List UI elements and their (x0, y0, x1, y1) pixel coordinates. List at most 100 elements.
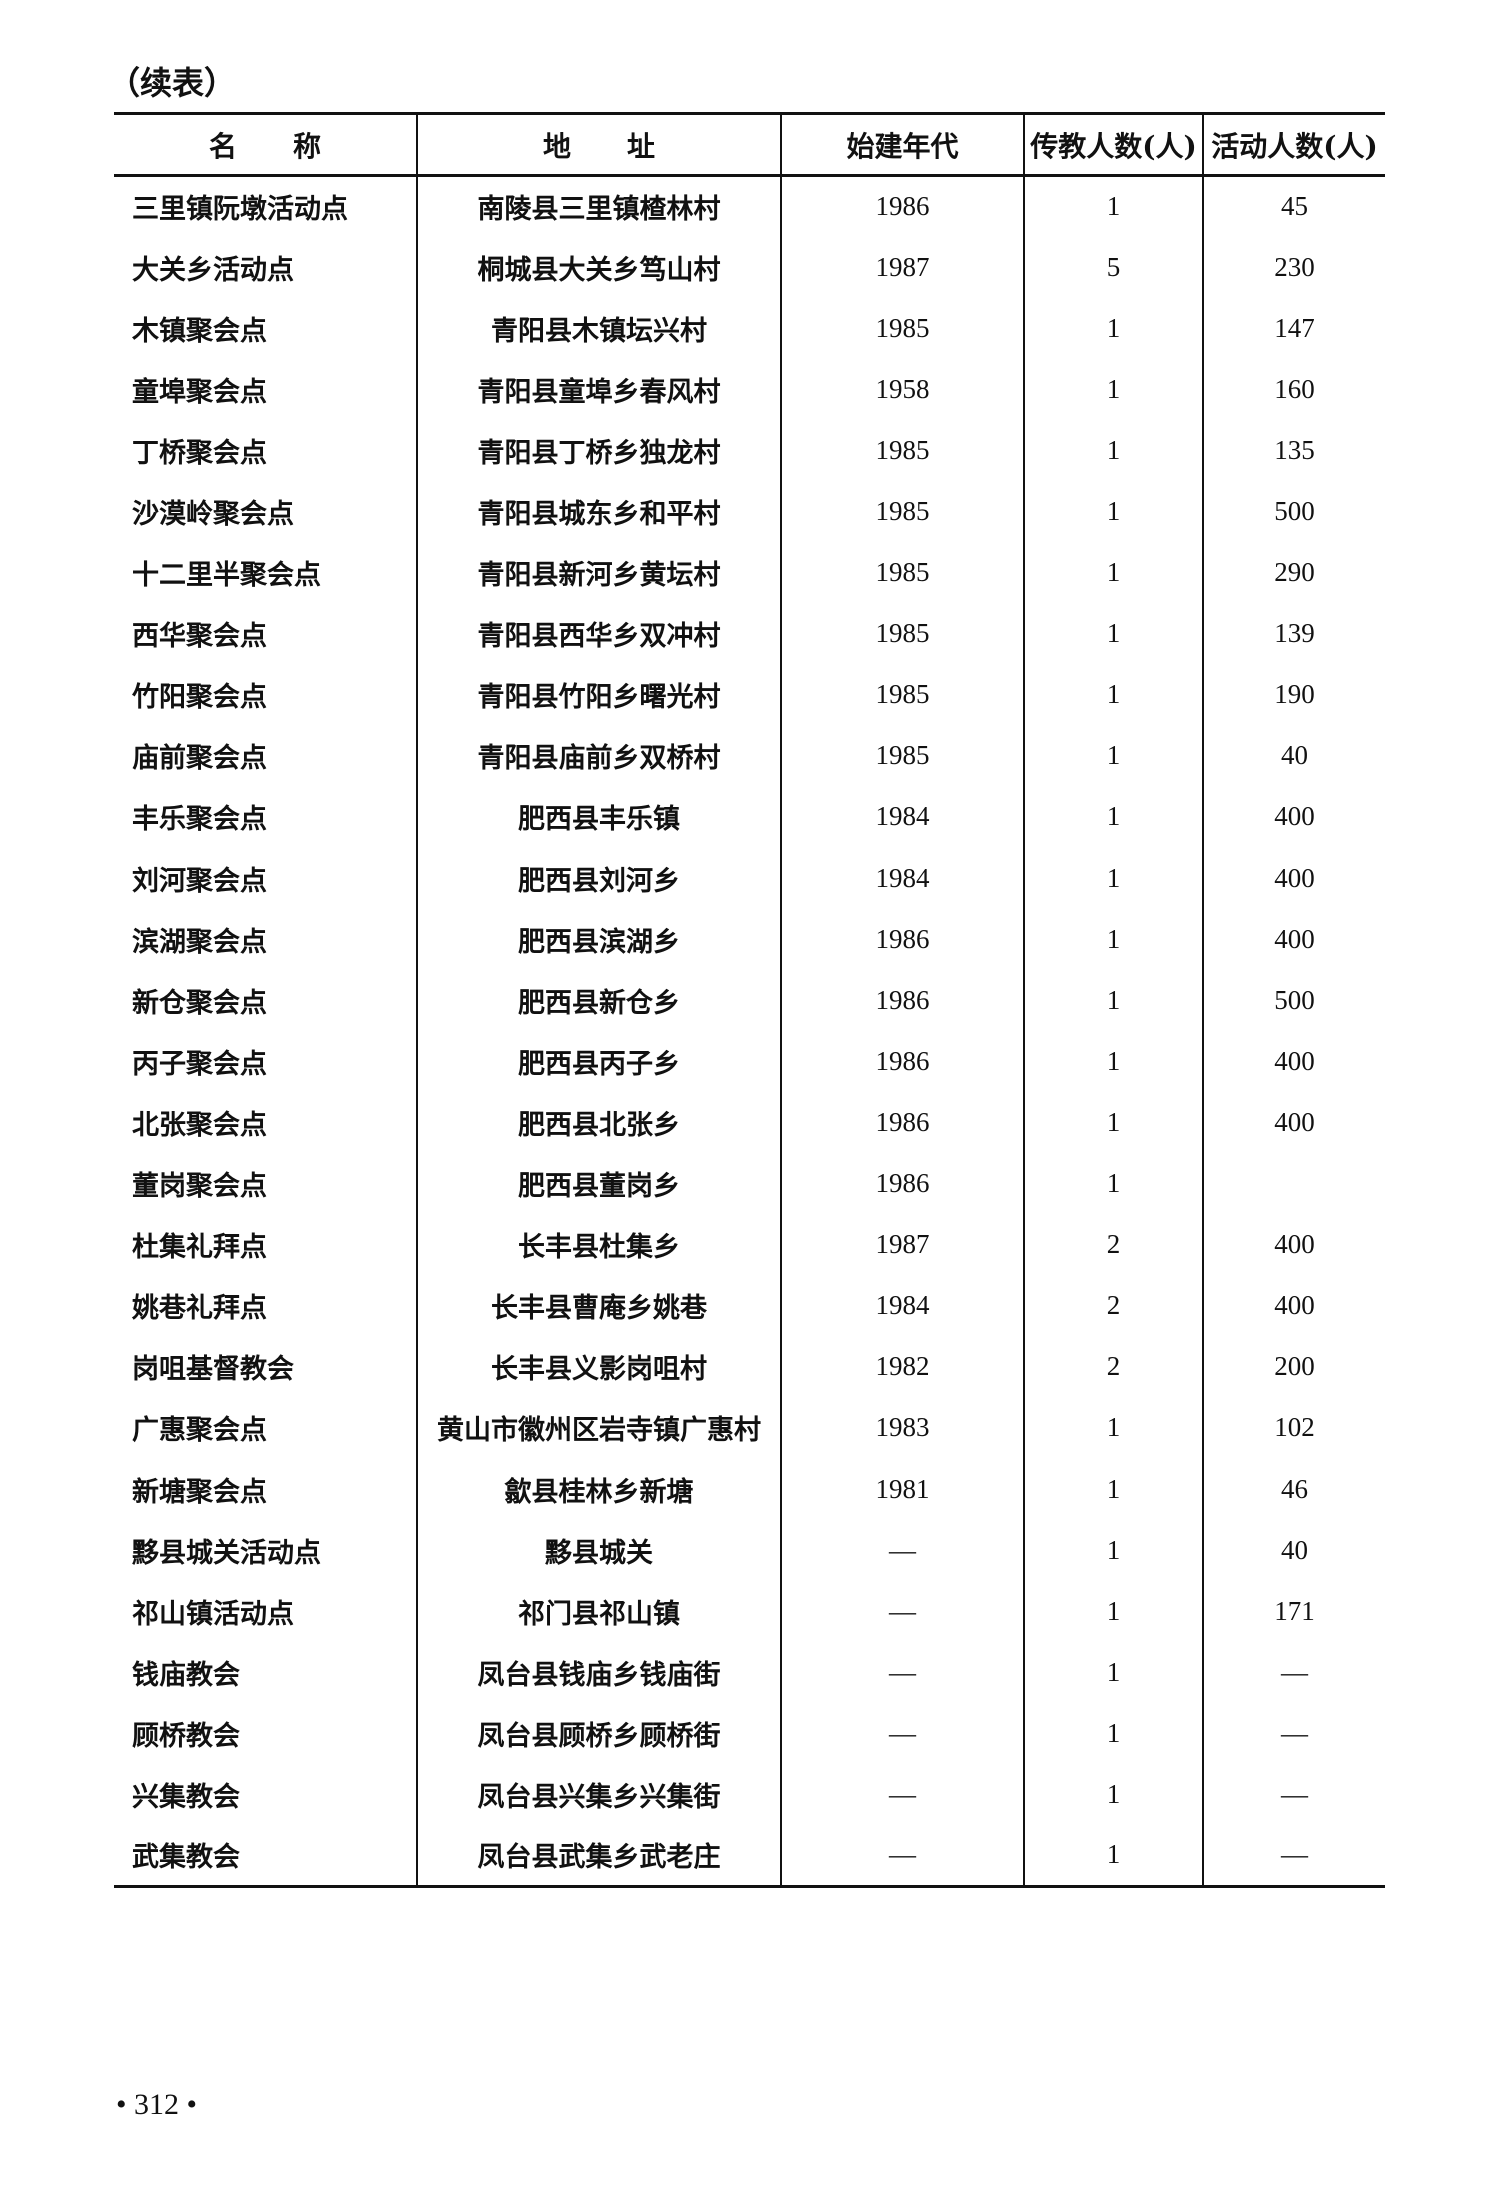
cell-founded: — (780, 1580, 1024, 1642)
cell-name: 兴集教会 (132, 1781, 240, 1813)
cell-preachers: 2 (1023, 1275, 1203, 1337)
cell-name: 沙漠岭聚会点 (132, 499, 294, 531)
cell-name: 杜集礼拜点 (132, 1232, 267, 1264)
table-row: 庙前聚会点 青阳县庙前乡双桥村 1985 1 40 (114, 725, 1385, 787)
cell-name: 董岗聚会点 (132, 1171, 267, 1203)
cell-attendees: 400 (1202, 786, 1385, 848)
cell-founded: 1985 (780, 542, 1024, 604)
cell-preachers: 1 (1023, 542, 1203, 604)
cell-attendees: 200 (1202, 1336, 1385, 1398)
cell-attendees: 139 (1202, 603, 1385, 665)
cell-attendees: — (1202, 1825, 1385, 1888)
table-row: 十二里半聚会点 青阳县新河乡黄坛村 1985 1 290 (114, 542, 1385, 604)
cell-founded: 1986 (780, 175, 1024, 237)
header-preachers: 传教人数(人) (1023, 112, 1203, 177)
cell-attendees: 400 (1202, 847, 1385, 909)
cell-address: 青阳县城东乡和平村 (416, 480, 781, 543)
cell-founded: 1985 (780, 603, 1024, 665)
table-row: 武集教会 凤台县武集乡武老庄 —1— (114, 1825, 1385, 1888)
data-table: 名 称 地 址 始建年代 传教人数(人) 活动人数(人) 三里镇阮墩活动点 南陵县… (114, 112, 1385, 1888)
cell-preachers: 1 (1023, 725, 1203, 787)
cell-name: 十二里半聚会点 (132, 560, 321, 592)
cell-address: 祁门县祁山镇 (416, 1580, 781, 1642)
cell-name: 童埠聚会点 (132, 376, 267, 408)
cell-founded: 1981 (780, 1458, 1024, 1520)
table-row: 兴集教会 凤台县兴集乡兴集街 —1— (114, 1763, 1385, 1826)
cell-name: 竹阳聚会点 (132, 682, 267, 714)
header-attendees: 活动人数(人) (1202, 112, 1385, 177)
cell-name: 滨湖聚会点 (132, 926, 267, 958)
cell-name: 丙子聚会点 (132, 1048, 267, 1080)
cell-address: 青阳县丁桥乡独龙村 (416, 419, 781, 481)
cell-preachers: 1 (1023, 1763, 1203, 1826)
header-name: 名 称 (114, 112, 417, 177)
table-header-row: 名 称 地 址 始建年代 传教人数(人) 活动人数(人) (114, 112, 1385, 177)
cell-address: 黄山市徽州区岩寺镇广惠村 (416, 1397, 781, 1459)
table-row: 新仓聚会点 肥西县新仓乡 1986 1 500 (114, 969, 1385, 1031)
cell-attendees: — (1202, 1702, 1385, 1764)
cell-preachers: 1 (1023, 419, 1203, 481)
cell-name: 祁山镇活动点 (132, 1598, 294, 1630)
cell-address: 歙县桂林乡新塘 (416, 1458, 781, 1520)
cell-attendees: 400 (1202, 1275, 1385, 1337)
cell-address: 青阳县竹阳乡曙光村 (416, 664, 781, 726)
cell-address: 青阳县木镇坛兴村 (416, 297, 781, 359)
cell-address: 青阳县童埠乡春风村 (416, 358, 781, 420)
table-row: 丙子聚会点 肥西县丙子乡 1986 1 400 (114, 1030, 1385, 1092)
cell-preachers: 1 (1023, 847, 1203, 909)
table-row: 沙漠岭聚会点 青阳县城东乡和平村 1985 1 500 (114, 480, 1385, 543)
cell-founded: 1985 (780, 419, 1024, 481)
header-address: 地 址 (416, 112, 781, 177)
cell-address: 南陵县三里镇楂林村 (416, 175, 781, 237)
table-row: 丰乐聚会点 肥西县丰乐镇 1984 1 400 (114, 786, 1385, 848)
cell-preachers: 1 (1023, 1091, 1203, 1153)
cell-founded: 1986 (780, 1153, 1024, 1215)
cell-name: 顾桥教会 (132, 1720, 240, 1752)
table-row: 钱庙教会 凤台县钱庙乡钱庙街 —1— (114, 1641, 1385, 1703)
cell-preachers: 1 (1023, 1458, 1203, 1520)
cell-attendees: 400 (1202, 1030, 1385, 1092)
cell-address: 肥西县滨湖乡 (416, 908, 781, 970)
cell-name: 丁桥聚会点 (132, 437, 267, 469)
cell-founded: 1985 (780, 664, 1024, 726)
table-row: 黟县城关活动点 黟县城关 —1 40 (114, 1519, 1385, 1581)
cell-preachers: 1 (1023, 1702, 1203, 1764)
cell-preachers: 2 (1023, 1214, 1203, 1276)
cell-attendees: 171 (1202, 1580, 1385, 1642)
cell-address: 青阳县新河乡黄坛村 (416, 542, 781, 604)
cell-attendees: 40 (1202, 1519, 1385, 1581)
cell-founded: 1984 (780, 786, 1024, 848)
cell-attendees: 500 (1202, 480, 1385, 543)
table-row: 丁桥聚会点 青阳县丁桥乡独龙村 1985 1 135 (114, 419, 1385, 481)
cell-name: 三里镇阮墩活动点 (132, 194, 348, 226)
table-caption: （续表） (108, 64, 237, 102)
cell-preachers: 1 (1023, 297, 1203, 359)
cell-attendees: 45 (1202, 175, 1385, 237)
cell-founded: — (780, 1702, 1024, 1764)
cell-preachers: 1 (1023, 358, 1203, 420)
cell-address: 肥西县新仓乡 (416, 969, 781, 1031)
cell-address: 长丰县义影岗咀村 (416, 1336, 781, 1398)
cell-attendees: 135 (1202, 419, 1385, 481)
table-row: 董岗聚会点 肥西县董岗乡 1986 1 (114, 1153, 1385, 1215)
cell-address: 肥西县丰乐镇 (416, 786, 781, 848)
cell-preachers: 1 (1023, 1519, 1203, 1581)
cell-attendees: 40 (1202, 725, 1385, 787)
cell-preachers: 1 (1023, 969, 1203, 1031)
cell-founded: 1982 (780, 1336, 1024, 1398)
cell-name: 新仓聚会点 (132, 987, 267, 1019)
cell-name: 钱庙教会 (132, 1659, 240, 1691)
cell-attendees: — (1202, 1641, 1385, 1703)
cell-name: 庙前聚会点 (132, 743, 267, 775)
cell-preachers: 1 (1023, 786, 1203, 848)
table-row: 童埠聚会点 青阳县童埠乡春风村 1958 1 160 (114, 358, 1385, 420)
cell-name: 姚巷礼拜点 (132, 1293, 267, 1325)
cell-preachers: 1 (1023, 175, 1203, 237)
cell-founded: 1983 (780, 1397, 1024, 1459)
cell-name: 刘河聚会点 (132, 865, 267, 897)
cell-name: 北张聚会点 (132, 1109, 267, 1141)
cell-preachers: 2 (1023, 1336, 1203, 1398)
cell-attendees: — (1202, 1763, 1385, 1826)
cell-address: 黟县城关 (416, 1519, 781, 1581)
cell-name: 新塘聚会点 (132, 1476, 267, 1508)
